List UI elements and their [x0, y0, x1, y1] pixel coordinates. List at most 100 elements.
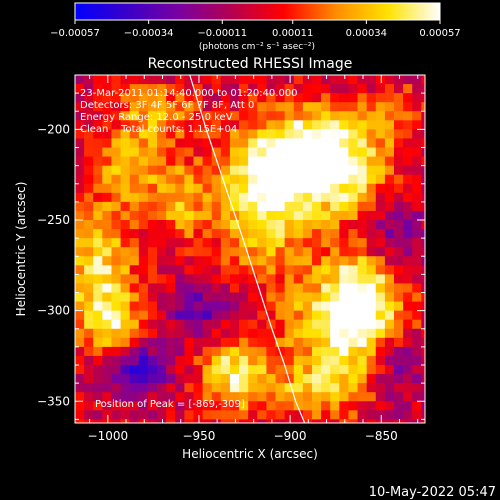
heatmap-cell: [202, 183, 213, 194]
heatmap-cell: [175, 174, 185, 185]
heatmap-cell: [412, 401, 422, 411]
heatmap-cell: [120, 238, 131, 248]
heatmap-cell: [321, 174, 331, 185]
heatmap-cell: [239, 292, 249, 303]
heatmap-cell: [311, 75, 322, 85]
heatmap-cell: [421, 328, 425, 339]
heatmap-cell: [302, 102, 313, 112]
heatmap-cell: [211, 355, 222, 366]
heatmap-cell: [293, 256, 304, 266]
heatmap-cell: [239, 410, 249, 420]
heatmap-cell: [403, 75, 413, 85]
heatmap-cell: [403, 256, 413, 266]
heatmap-cell: [211, 346, 222, 357]
heatmap-cell: [157, 365, 167, 375]
heatmap-cell: [321, 265, 331, 275]
heatmap-cell: [75, 129, 85, 140]
heatmap-cell: [138, 328, 149, 339]
heatmap-cell: [239, 147, 249, 158]
heatmap-cell: [193, 147, 204, 158]
annotation-detectors: Detectors: 3F 4F 5F 6F 7F 8F, Att 0: [80, 100, 254, 111]
colorbar-tick-label: −0.00057: [50, 28, 100, 39]
heatmap-cell: [193, 419, 204, 423]
heatmap-cell: [257, 383, 267, 393]
heatmap-cell: [394, 392, 404, 402]
heatmap-cell: [157, 201, 167, 212]
heatmap-cell: [166, 229, 176, 239]
heatmap-cell: [366, 229, 377, 239]
heatmap-cell: [75, 93, 85, 103]
heatmap-cell: [229, 365, 240, 375]
heatmap-cell: [311, 410, 322, 420]
heatmap-cell: [384, 138, 395, 149]
heatmap-cell: [275, 192, 286, 203]
heatmap-cell: [375, 410, 386, 420]
heatmap-cell: [129, 419, 140, 423]
heatmap-cell: [93, 165, 103, 176]
heatmap-cell: [275, 156, 286, 167]
heatmap-cell: [175, 156, 185, 167]
heatmap-cell: [157, 355, 167, 366]
heatmap-cell: [111, 192, 122, 203]
heatmap-cell: [175, 383, 185, 393]
heatmap-cell: [184, 229, 195, 239]
heatmap-cell: [311, 220, 322, 230]
x-axis-label: Heliocentric X (arcsec): [182, 447, 318, 461]
heatmap-cell: [175, 165, 185, 176]
heatmap-cell: [102, 201, 113, 212]
heatmap-cell: [394, 283, 404, 294]
y-axis-label: Heliocentric Y (arcsec): [14, 182, 28, 317]
heatmap-cell: [120, 93, 131, 103]
heatmap-cell: [184, 75, 195, 85]
heatmap-cell: [248, 346, 258, 357]
heatmap-cell: [147, 147, 158, 158]
heatmap-cell: [166, 392, 176, 402]
heatmap-cell: [339, 274, 350, 285]
heatmap-cell: [84, 165, 94, 176]
heatmap-cell: [421, 283, 425, 294]
heatmap-cell: [202, 201, 213, 212]
heatmap-cell: [421, 410, 425, 420]
heatmap-cell: [193, 346, 204, 357]
colorbar-tick-label: 0.00011: [272, 28, 313, 39]
heatmap-cell: [93, 401, 103, 411]
heatmap-cell: [311, 283, 322, 294]
heatmap-cell: [257, 75, 267, 85]
heatmap-cell: [84, 301, 94, 312]
heatmap-cell: [311, 355, 322, 366]
heatmap-cell: [284, 355, 295, 366]
heatmap-cell: [293, 210, 304, 221]
heatmap-cell: [102, 365, 113, 375]
heatmap-cell: [102, 383, 113, 393]
heatmap-cell: [84, 156, 94, 167]
heatmap-cell: [321, 401, 331, 411]
heatmap-cell: [311, 392, 322, 402]
heatmap-cell: [403, 102, 413, 112]
heatmap-cell: [193, 328, 204, 339]
heatmap-cell: [166, 256, 176, 266]
heatmap-cell: [366, 220, 377, 230]
heatmap-cell: [330, 165, 340, 176]
heatmap-cell: [403, 147, 413, 158]
heatmap-cell: [266, 84, 277, 94]
heatmap-cell: [175, 183, 185, 194]
heatmap-cell: [147, 192, 158, 203]
heatmap-cell: [166, 301, 176, 312]
heatmap-cell: [275, 310, 286, 321]
heatmap-cell: [93, 319, 103, 330]
heatmap-cell: [266, 138, 277, 149]
heatmap-cell: [248, 292, 258, 303]
heatmap-cell: [193, 337, 204, 348]
heatmap-cell: [339, 120, 350, 130]
heatmap-cell: [284, 129, 295, 140]
heatmap-cell: [348, 310, 359, 321]
heatmap-cell: [166, 319, 176, 330]
heatmap-cell: [193, 75, 204, 85]
heatmap-cell: [248, 301, 258, 312]
heatmap-cell: [220, 93, 231, 103]
heatmap-cell: [421, 392, 425, 402]
heatmap-cell: [239, 84, 249, 94]
heatmap-cell: [120, 111, 131, 121]
heatmap-cell: [394, 102, 404, 112]
heatmap-cell: [157, 84, 167, 94]
